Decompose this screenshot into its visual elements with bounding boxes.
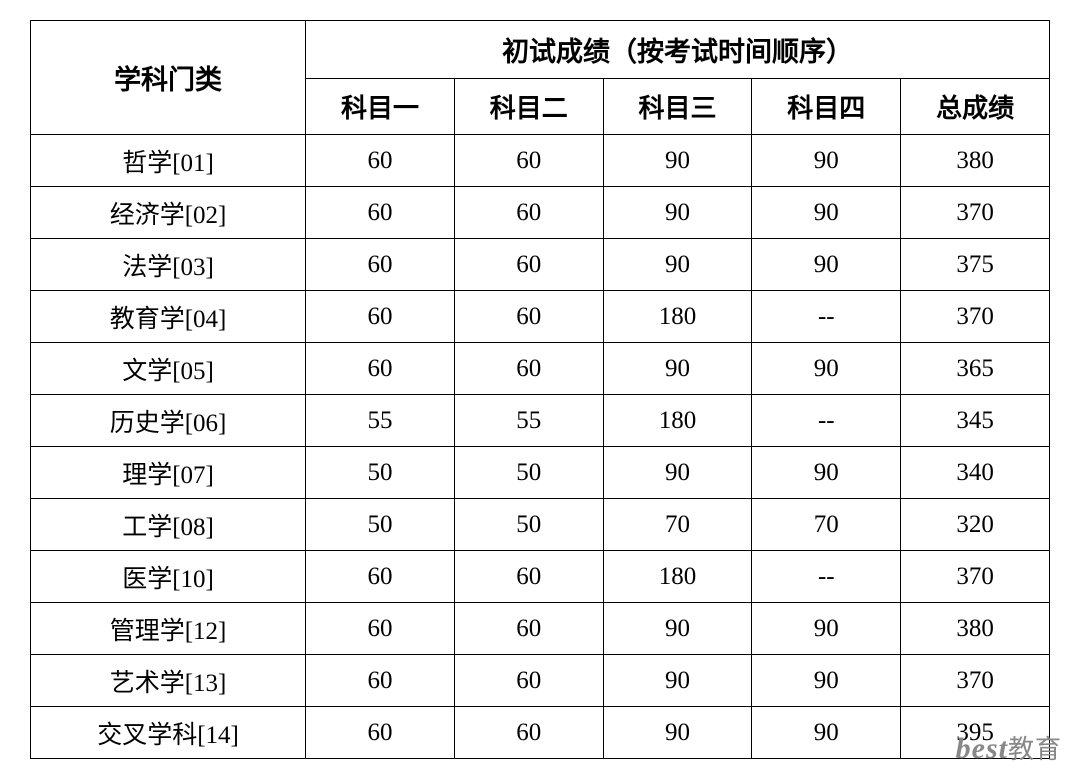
table-row: 经济学[02] 60 60 90 90 370 — [31, 187, 1050, 239]
cell-s3: 90 — [603, 343, 752, 395]
cell-s1: 60 — [306, 551, 455, 603]
header-scores-group: 初试成绩（按考试时间顺序） — [306, 21, 1050, 79]
table-row: 文学[05] 60 60 90 90 365 — [31, 343, 1050, 395]
cell-s2: 60 — [454, 187, 603, 239]
cell-total: 365 — [901, 343, 1050, 395]
cell-total: 320 — [901, 499, 1050, 551]
cell-s4: 90 — [752, 655, 901, 707]
cell-s1: 60 — [306, 343, 455, 395]
cell-s2: 60 — [454, 551, 603, 603]
cell-total: 370 — [901, 655, 1050, 707]
scores-table: 学科门类 初试成绩（按考试时间顺序） 科目一 科目二 科目三 科目四 总成绩 哲… — [30, 20, 1050, 759]
cell-s4: 90 — [752, 447, 901, 499]
header-total: 总成绩 — [901, 79, 1050, 135]
cell-s2: 60 — [454, 603, 603, 655]
cell-s4: 90 — [752, 239, 901, 291]
cell-category: 管理学[12] — [31, 603, 306, 655]
cell-s4: 90 — [752, 707, 901, 759]
cell-s4: 90 — [752, 135, 901, 187]
cell-s1: 60 — [306, 655, 455, 707]
cell-s1: 60 — [306, 291, 455, 343]
table-row: 法学[03] 60 60 90 90 375 — [31, 239, 1050, 291]
table-header-row-1: 学科门类 初试成绩（按考试时间顺序） — [31, 21, 1050, 79]
cell-s2: 50 — [454, 499, 603, 551]
watermark-en: best — [956, 732, 1008, 765]
cell-s3: 70 — [603, 499, 752, 551]
cell-s4: 90 — [752, 187, 901, 239]
header-sub1: 科目一 — [306, 79, 455, 135]
table-row: 历史学[06] 55 55 180 -- 345 — [31, 395, 1050, 447]
header-sub3: 科目三 — [603, 79, 752, 135]
cell-s3: 90 — [603, 447, 752, 499]
table-row: 工学[08] 50 50 70 70 320 — [31, 499, 1050, 551]
cell-s1: 60 — [306, 187, 455, 239]
cell-s1: 55 — [306, 395, 455, 447]
table-row: 艺术学[13] 60 60 90 90 370 — [31, 655, 1050, 707]
cell-total: 380 — [901, 603, 1050, 655]
cell-s4: -- — [752, 551, 901, 603]
cell-total: 370 — [901, 291, 1050, 343]
cell-s3: 180 — [603, 551, 752, 603]
table-row: 教育学[04] 60 60 180 -- 370 — [31, 291, 1050, 343]
table-row: 管理学[12] 60 60 90 90 380 — [31, 603, 1050, 655]
cell-s4: -- — [752, 395, 901, 447]
watermark: best教育 — [956, 729, 1062, 766]
table-body: 哲学[01] 60 60 90 90 380 经济学[02] 60 60 90 … — [31, 135, 1050, 759]
cell-s3: 90 — [603, 655, 752, 707]
cell-s3: 180 — [603, 291, 752, 343]
cell-s1: 60 — [306, 707, 455, 759]
cell-total: 375 — [901, 239, 1050, 291]
cell-s3: 90 — [603, 239, 752, 291]
cell-s4: -- — [752, 291, 901, 343]
cell-category: 教育学[04] — [31, 291, 306, 343]
table-row: 理学[07] 50 50 90 90 340 — [31, 447, 1050, 499]
cell-category: 法学[03] — [31, 239, 306, 291]
table-row: 哲学[01] 60 60 90 90 380 — [31, 135, 1050, 187]
cell-category: 历史学[06] — [31, 395, 306, 447]
cell-s3: 90 — [603, 707, 752, 759]
cell-category: 医学[10] — [31, 551, 306, 603]
cell-category: 交叉学科[14] — [31, 707, 306, 759]
header-sub4: 科目四 — [752, 79, 901, 135]
cell-total: 380 — [901, 135, 1050, 187]
cell-total: 345 — [901, 395, 1050, 447]
cell-total: 340 — [901, 447, 1050, 499]
cell-category: 哲学[01] — [31, 135, 306, 187]
cell-s1: 60 — [306, 135, 455, 187]
cell-s4: 90 — [752, 603, 901, 655]
cell-category: 理学[07] — [31, 447, 306, 499]
cell-total: 370 — [901, 187, 1050, 239]
cell-s2: 60 — [454, 707, 603, 759]
header-sub2: 科目二 — [454, 79, 603, 135]
cell-s4: 90 — [752, 343, 901, 395]
table-row: 医学[10] 60 60 180 -- 370 — [31, 551, 1050, 603]
cell-total: 370 — [901, 551, 1050, 603]
cell-s2: 60 — [454, 291, 603, 343]
cell-s1: 50 — [306, 499, 455, 551]
watermark-cn: 教育 — [1008, 735, 1062, 764]
cell-s2: 60 — [454, 239, 603, 291]
cell-s3: 180 — [603, 395, 752, 447]
cell-s1: 60 — [306, 239, 455, 291]
cell-category: 工学[08] — [31, 499, 306, 551]
cell-category: 艺术学[13] — [31, 655, 306, 707]
cell-s2: 50 — [454, 447, 603, 499]
cell-s1: 50 — [306, 447, 455, 499]
cell-s2: 55 — [454, 395, 603, 447]
cell-s3: 90 — [603, 603, 752, 655]
cell-s2: 60 — [454, 135, 603, 187]
cell-category: 文学[05] — [31, 343, 306, 395]
header-category: 学科门类 — [31, 21, 306, 135]
cell-s4: 70 — [752, 499, 901, 551]
cell-s2: 60 — [454, 655, 603, 707]
table-row: 交叉学科[14] 60 60 90 90 395 — [31, 707, 1050, 759]
cell-s3: 90 — [603, 187, 752, 239]
cell-s3: 90 — [603, 135, 752, 187]
cell-s2: 60 — [454, 343, 603, 395]
cell-category: 经济学[02] — [31, 187, 306, 239]
cell-s1: 60 — [306, 603, 455, 655]
